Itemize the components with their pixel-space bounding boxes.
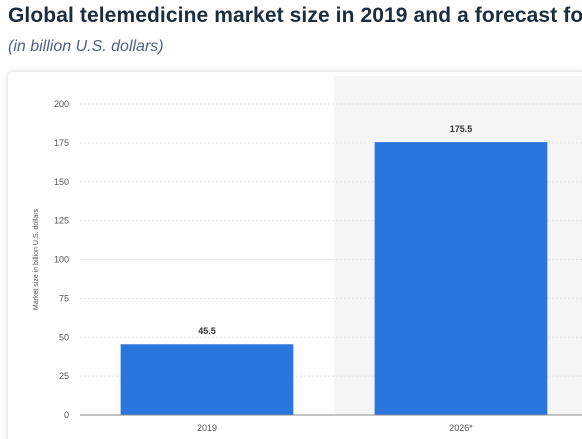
data-labels: 45.5 175.5 xyxy=(198,124,472,336)
data-label-2026*: 175.5 xyxy=(450,124,473,134)
y-tick-label-75: 75 xyxy=(59,293,69,303)
page-title: Global telemedicine market size in 2019 … xyxy=(8,4,582,27)
x-axis-labels: 2019 2026* xyxy=(197,423,473,433)
data-label-2019: 45.5 xyxy=(198,326,216,336)
y-tick-label-25: 25 xyxy=(59,371,69,381)
x-tick-label-2019: 2019 xyxy=(197,423,217,433)
bars xyxy=(120,142,548,415)
bar-chart: 0 25 50 75 100 125 150 175 200 2019 2026* 45.5 175… xyxy=(33,76,582,433)
x-tick-label-2026*: 2026* xyxy=(449,423,473,433)
bar-2026*[interactable] xyxy=(374,142,548,415)
y-axis-ticks: 0 25 50 75 100 125 150 175 200 xyxy=(54,99,69,420)
y-tick-label-100: 100 xyxy=(54,255,69,265)
y-tick-label-150: 150 xyxy=(54,177,69,187)
y-axis-label: Market size in billion U.S. dollars xyxy=(33,208,40,310)
y-tick-label-200: 200 xyxy=(54,99,69,109)
chart-card: 0 25 50 75 100 125 150 175 200 2019 2026* 45.5 175… xyxy=(8,72,582,439)
y-tick-label-175: 175 xyxy=(54,138,69,148)
y-tick-label-0: 0 xyxy=(64,410,69,420)
bar-2019[interactable] xyxy=(120,344,294,415)
y-tick-label-125: 125 xyxy=(54,216,69,226)
y-tick-label-50: 50 xyxy=(59,332,69,342)
page-subtitle: (in billion U.S. dollars) xyxy=(8,38,164,55)
